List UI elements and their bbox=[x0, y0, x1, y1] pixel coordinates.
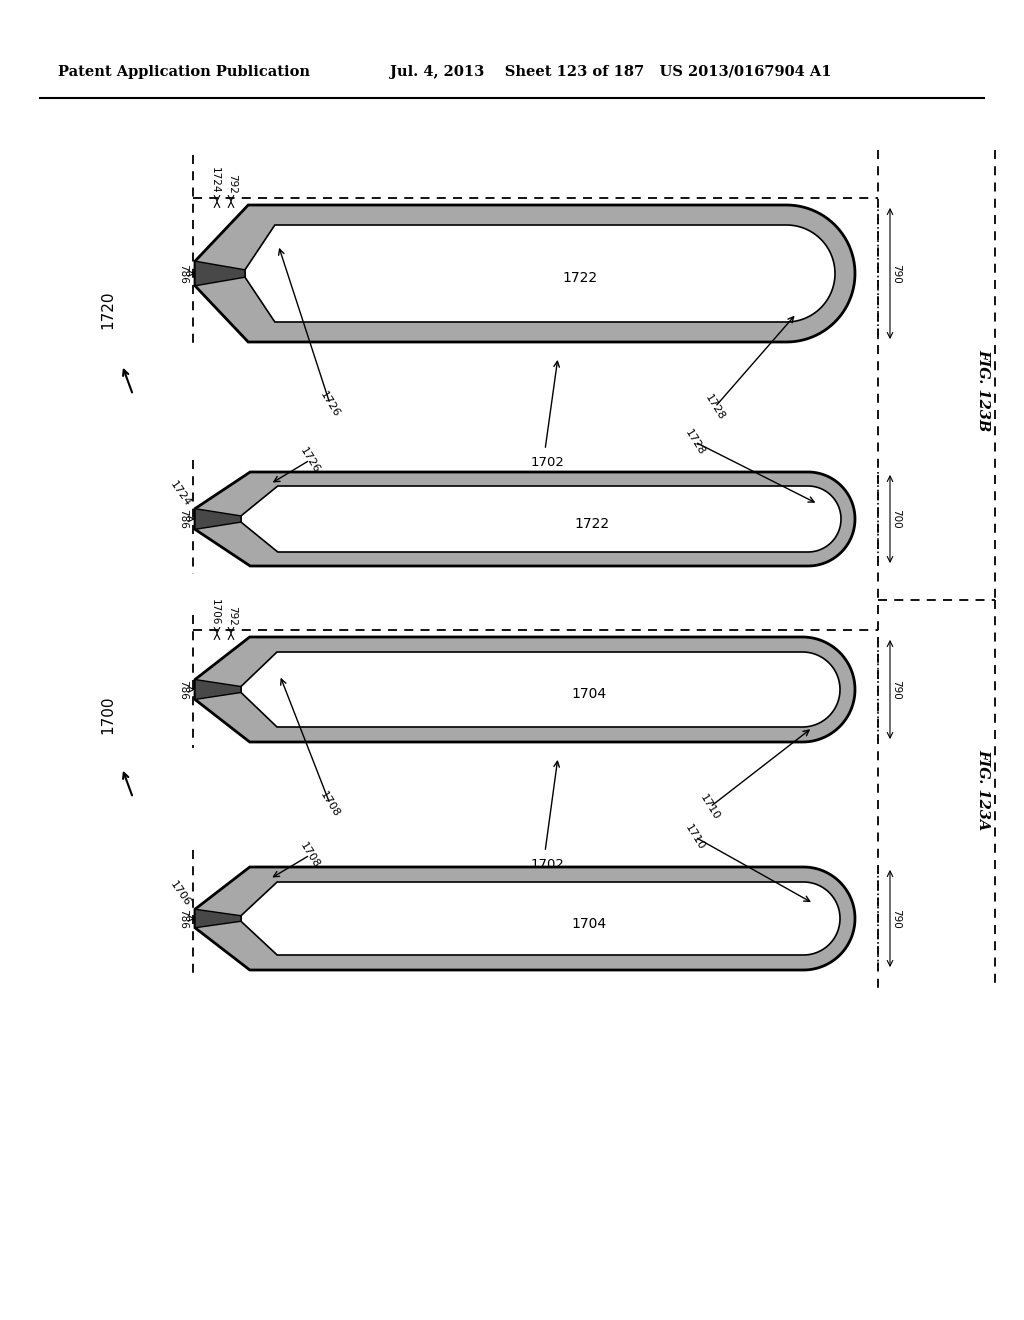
Text: 792: 792 bbox=[227, 174, 237, 194]
Text: Patent Application Publication: Patent Application Publication bbox=[58, 65, 310, 79]
Text: 1726: 1726 bbox=[318, 389, 342, 418]
Text: 792: 792 bbox=[227, 606, 237, 626]
Polygon shape bbox=[195, 205, 855, 342]
Text: 1710: 1710 bbox=[698, 792, 722, 821]
Text: 786: 786 bbox=[178, 680, 188, 700]
Text: 700: 700 bbox=[891, 510, 901, 529]
Text: 786: 786 bbox=[178, 510, 188, 529]
Text: 1724: 1724 bbox=[168, 479, 193, 508]
Text: 790: 790 bbox=[891, 908, 901, 928]
Text: 1726: 1726 bbox=[298, 445, 322, 475]
Text: 1704: 1704 bbox=[571, 916, 607, 931]
Polygon shape bbox=[195, 638, 855, 742]
Polygon shape bbox=[195, 909, 241, 928]
Text: 1702: 1702 bbox=[530, 858, 564, 870]
Text: 1704: 1704 bbox=[571, 688, 606, 701]
Text: FIG. 123B: FIG. 123B bbox=[976, 348, 990, 432]
Text: Jul. 4, 2013    Sheet 123 of 187   US 2013/0167904 A1: Jul. 4, 2013 Sheet 123 of 187 US 2013/01… bbox=[390, 65, 831, 79]
Polygon shape bbox=[195, 473, 855, 566]
Text: 1708: 1708 bbox=[318, 789, 342, 818]
Polygon shape bbox=[241, 652, 840, 727]
Text: 1720: 1720 bbox=[100, 290, 116, 329]
Polygon shape bbox=[241, 882, 840, 954]
Text: FIG. 123A: FIG. 123A bbox=[976, 750, 990, 830]
Text: 790: 790 bbox=[891, 680, 901, 700]
Text: 1710: 1710 bbox=[683, 822, 707, 851]
Text: 1728: 1728 bbox=[683, 428, 707, 457]
Text: 790: 790 bbox=[891, 264, 901, 284]
Polygon shape bbox=[195, 261, 245, 286]
Text: 1724: 1724 bbox=[210, 166, 220, 193]
Polygon shape bbox=[195, 867, 855, 970]
Polygon shape bbox=[245, 224, 835, 322]
Text: 1700: 1700 bbox=[100, 696, 116, 734]
Text: 1722: 1722 bbox=[574, 517, 609, 531]
Polygon shape bbox=[241, 486, 841, 552]
Text: 1706: 1706 bbox=[168, 879, 193, 908]
Polygon shape bbox=[195, 508, 241, 529]
Text: 1728: 1728 bbox=[703, 392, 727, 421]
Text: 1708: 1708 bbox=[298, 841, 322, 870]
Text: 786: 786 bbox=[178, 264, 188, 284]
Text: 1722: 1722 bbox=[562, 272, 597, 285]
Text: 786: 786 bbox=[178, 908, 188, 928]
Polygon shape bbox=[195, 680, 241, 700]
Text: 1706: 1706 bbox=[210, 599, 220, 626]
Text: 1702: 1702 bbox=[530, 455, 564, 469]
